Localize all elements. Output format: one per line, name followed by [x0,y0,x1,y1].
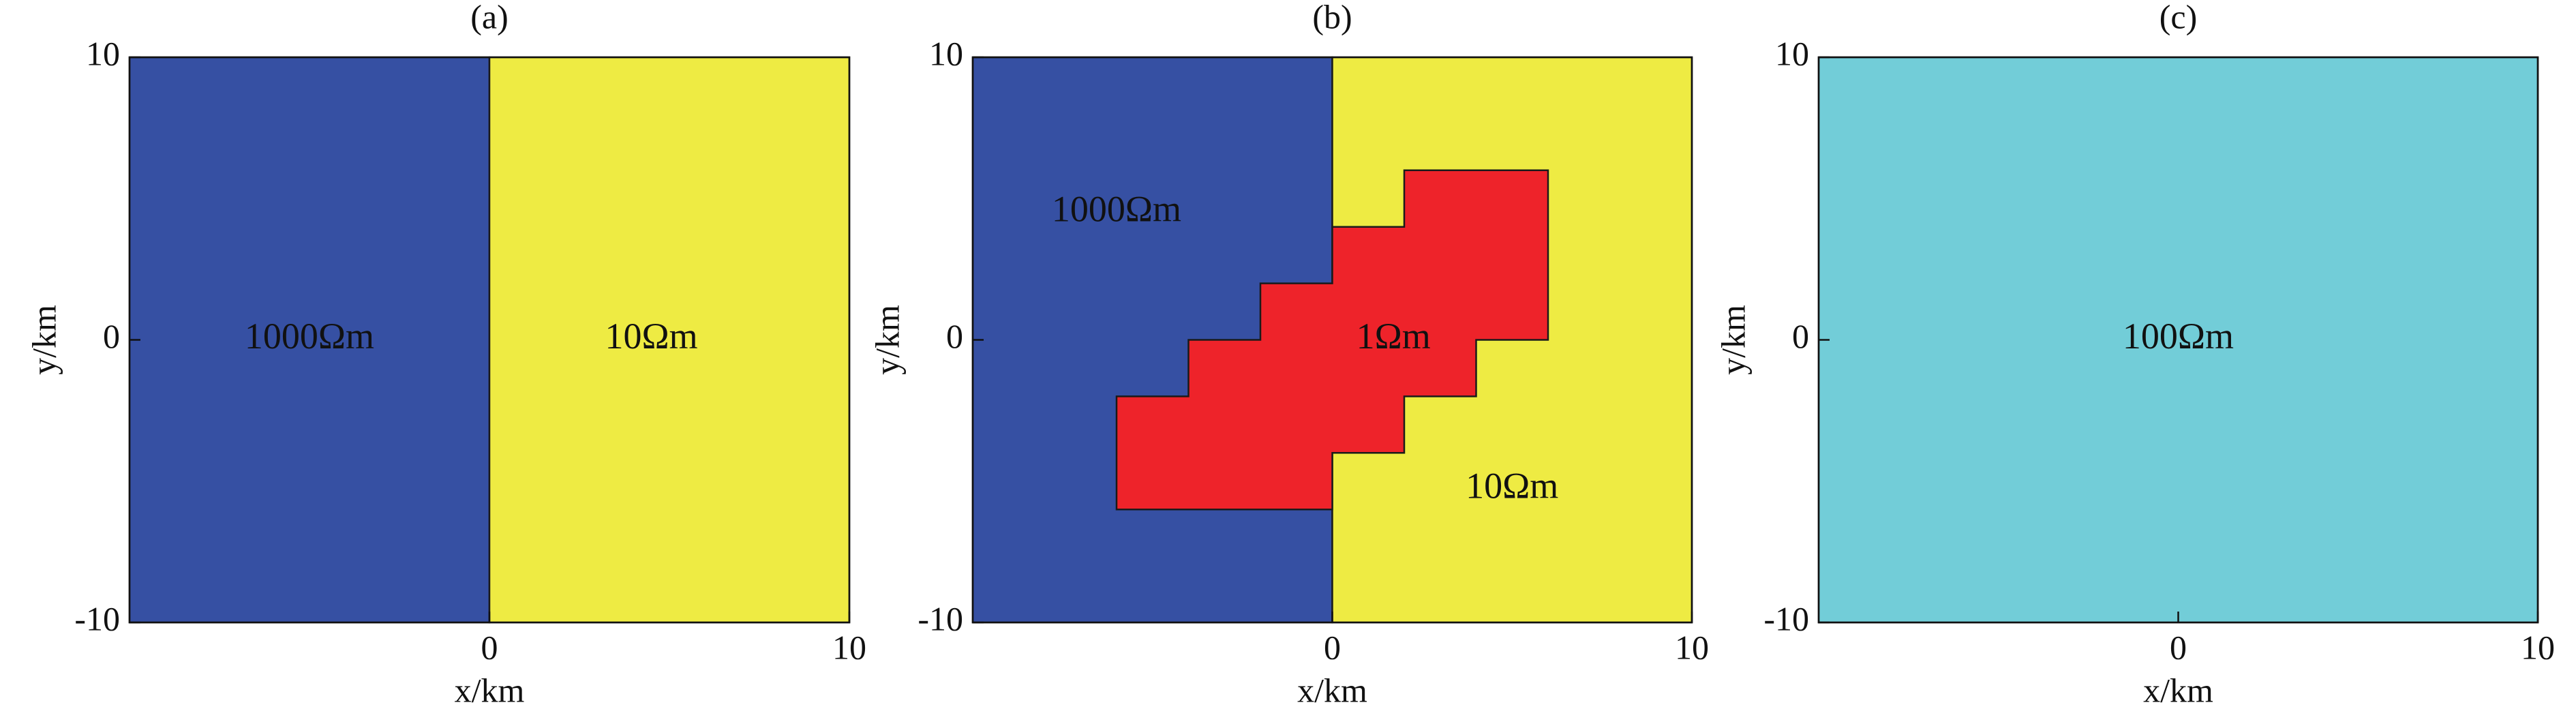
y-tick-label: 10 [1775,34,1809,72]
y-tick-label: -10 [74,599,120,637]
x-tick-label: 0 [481,628,498,666]
y-tick-label: 10 [929,34,963,72]
x-tick-label: 10 [832,628,866,666]
x-axis-label: x/km [2143,671,2213,709]
x-tick-label: 10 [1675,628,1709,666]
y-tick-label: -10 [918,599,963,637]
region [1115,169,1549,511]
region-label: 1Ωm [1357,316,1431,357]
y-tick-label: -10 [1763,599,1809,637]
region-label: 10Ωm [1466,466,1558,507]
x-axis-label: x/km [1297,671,1367,709]
region-label: 1000Ωm [1052,188,1181,229]
x-tick-label: 0 [2170,628,2187,666]
y-axis-label: y/km [25,305,63,375]
y-axis-label: y/km [868,305,906,375]
region-label: 1000Ωm [245,316,374,357]
region-label: 10Ωm [605,316,698,357]
y-tick-label: 0 [1792,317,1809,355]
region-label: 100Ωm [2123,316,2234,357]
x-tick-label: 10 [2521,628,2555,666]
y-axis-label: y/km [1714,305,1752,375]
x-axis-label: x/km [455,671,525,709]
y-tick-label: 0 [946,317,963,355]
panel-title: (a) [470,0,509,35]
y-tick-label: 10 [86,34,120,72]
panel-title: (c) [2160,0,2198,35]
y-tick-label: 0 [103,317,120,355]
panel-title: (b) [1312,0,1352,35]
x-tick-label: 0 [1324,628,1341,666]
